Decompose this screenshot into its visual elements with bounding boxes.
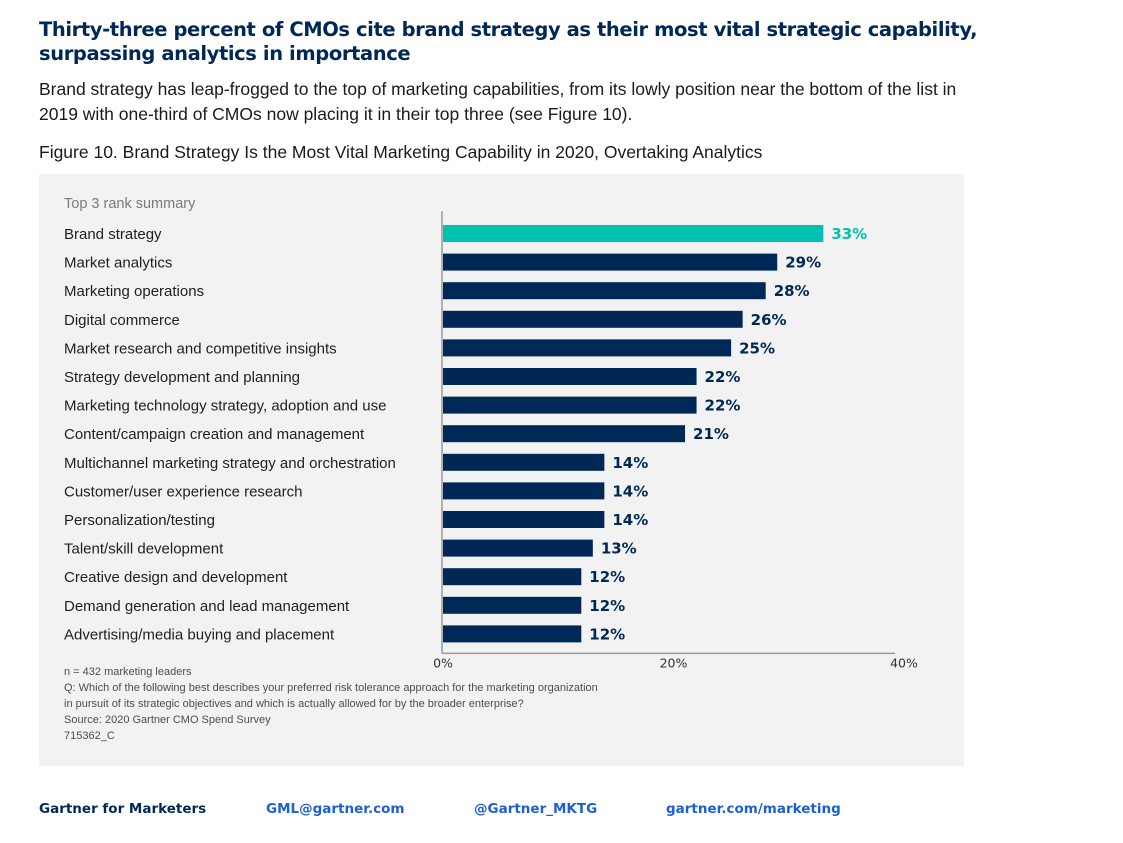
category-label: Marketing operations (64, 283, 204, 300)
category-label: Market analytics (64, 255, 172, 272)
data-label: 25% (739, 339, 775, 357)
category-label: Personalization/testing (64, 512, 215, 529)
category-label: Advertising/media buying and placement (64, 626, 335, 643)
bar (443, 625, 582, 643)
x-tick-label: 20% (660, 655, 688, 670)
data-label: 28% (774, 282, 810, 300)
category-labels: Brand strategy Market analytics Marketing … (64, 226, 396, 643)
data-label: 13% (601, 540, 637, 558)
footer-brand: Gartner for Marketers (39, 801, 207, 817)
chart-subtitle: Top 3 rank summary (64, 196, 196, 212)
chart-notes: n = 432 marketing leaders Q: Which of th… (64, 664, 598, 744)
bar (443, 282, 766, 300)
figure-title: Figure 10. Brand Strategy Is the Most Vi… (39, 142, 763, 162)
category-label: Marketing technology strategy, adoption … (64, 398, 386, 415)
category-label: Customer/user experience research (64, 483, 302, 500)
bar (443, 310, 743, 328)
category-label: Talent/skill development (64, 541, 224, 558)
data-label: 22% (705, 397, 741, 415)
data-label: 29% (785, 254, 821, 272)
sample-size-note: n = 432 marketing leaders (64, 666, 192, 678)
category-label: Creative design and development (64, 569, 288, 586)
footer-website-link[interactable]: gartner.com/marketing (666, 801, 841, 817)
bar (443, 225, 824, 242)
bar (443, 368, 697, 385)
data-label: 12% (589, 597, 625, 615)
footer-email-link[interactable]: GML@gartner.com (266, 801, 405, 817)
data-label: 21% (693, 425, 729, 443)
axes (441, 211, 895, 655)
question-note-line-1: Q: Which of the following best describes… (64, 682, 598, 694)
category-label: Multichannel marketing strategy and orch… (64, 455, 396, 472)
data-label: 14% (612, 454, 648, 472)
data-label: 26% (751, 311, 787, 329)
source-note: Source: 2020 Gartner CMO Spend Survey (64, 714, 271, 726)
bar (443, 253, 778, 271)
document-id: 715362_C (64, 730, 115, 742)
category-label: Content/campaign creation and management (64, 426, 365, 443)
bar (443, 396, 697, 414)
category-label: Brand strategy (64, 226, 162, 243)
data-label: 14% (612, 511, 648, 529)
bar (443, 511, 605, 528)
category-label: Strategy development and planning (64, 369, 300, 386)
category-label: Digital commerce (64, 312, 180, 329)
headline: Thirty-three percent of CMOs cite brand … (39, 18, 978, 65)
data-label: 33% (831, 225, 867, 243)
x-tick-label: 0% (433, 655, 453, 670)
intro-paragraph: Brand strategy has leap-frogged to the t… (39, 79, 957, 124)
bar (443, 568, 582, 586)
bar (443, 596, 582, 614)
bar (443, 539, 593, 557)
data-label: 12% (589, 568, 625, 586)
data-label: 12% (589, 625, 625, 643)
question-note-line-2: in pursuit of its strategic objectives a… (64, 698, 524, 710)
x-tick-labels: 0% 20% 40% (433, 655, 918, 670)
bar (443, 425, 686, 443)
category-label: Demand generation and lead management (64, 598, 350, 615)
category-label: Market research and competitive insights (64, 340, 337, 357)
bar (443, 339, 732, 357)
value-labels: 33% 29% 28% 26% 25% 22% 22% 21% 14% 14% 14% 13% 12% 1… (589, 225, 867, 643)
bar (443, 453, 605, 471)
data-label: 22% (705, 368, 741, 386)
data-label: 14% (612, 482, 648, 500)
footer-twitter-link[interactable]: @Gartner_MKTG (474, 801, 598, 817)
x-tick-label: 40% (890, 655, 918, 670)
bar (443, 482, 605, 500)
bars (443, 225, 824, 643)
